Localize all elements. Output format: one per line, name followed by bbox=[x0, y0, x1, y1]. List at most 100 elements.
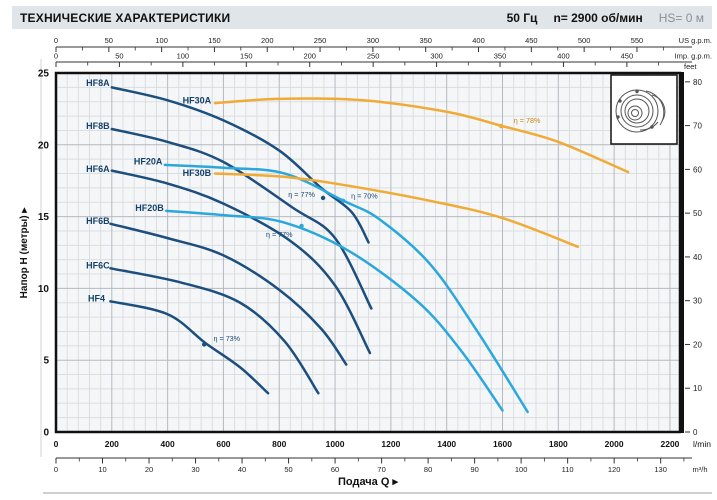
m3h-tick-label: 0 bbox=[54, 465, 58, 474]
us-gpm-tick-label: 50 bbox=[105, 36, 113, 45]
m3h-tick-label: 60 bbox=[331, 465, 339, 474]
m3h-tick-label: 40 bbox=[238, 465, 246, 474]
curve-label-HF8A: HF8A bbox=[86, 78, 110, 88]
chart-area: 0 50 100 150 200 250 300 350 400 450 500 550 US g.p.… bbox=[0, 29, 717, 500]
curve-label-HF4: HF4 bbox=[88, 293, 105, 303]
lmin-tick-label: 800 bbox=[272, 439, 286, 449]
page-title: ТЕХНИЧЕСКИЕ ХАРАКТЕРИСТИКИ bbox=[20, 10, 231, 25]
m3h-tick-label: 90 bbox=[470, 465, 478, 474]
us-gpm-tick-label: 550 bbox=[631, 36, 644, 45]
lmin-tick-label: 1000 bbox=[326, 439, 345, 449]
lmin-tick-label: 1400 bbox=[437, 439, 456, 449]
y-axis-title: Напор Н (метры) ▸ bbox=[19, 207, 30, 299]
us-gpm-tick-label: 0 bbox=[54, 36, 58, 45]
lmin-tick-label: 1600 bbox=[493, 439, 512, 449]
m3h-tick-label: 110 bbox=[562, 465, 574, 474]
imp-gpm-tick-label: 400 bbox=[557, 52, 570, 61]
feet-tick-label: 60 bbox=[693, 165, 702, 174]
curve-label-HF6A: HF6A bbox=[86, 164, 110, 174]
efficiency-label-0: η = 77% bbox=[288, 190, 315, 199]
efficiency-label-2: η = 77% bbox=[266, 230, 293, 239]
efficiency-dot-4 bbox=[498, 123, 504, 129]
meters-tick-label: 10 bbox=[38, 284, 50, 295]
imp-gpm-tick-label: 100 bbox=[177, 52, 190, 61]
us-gpm-tick-label: 150 bbox=[208, 36, 221, 45]
curve-HF30B bbox=[213, 172, 580, 249]
curve-HF8A bbox=[110, 86, 370, 244]
m3h-tick-label: 120 bbox=[608, 465, 621, 474]
meters-tick-label: 15 bbox=[38, 212, 50, 223]
m3h-tick-label: 50 bbox=[284, 465, 292, 474]
feet-tick-label: 30 bbox=[693, 297, 702, 306]
efficiency-dot-0 bbox=[320, 195, 326, 201]
us-gpm-tick-label: 350 bbox=[419, 36, 432, 45]
meters-tick-label: 25 bbox=[38, 69, 50, 80]
lmin-tick-label: 1200 bbox=[381, 439, 400, 449]
imp-gpm-tick-label: 350 bbox=[494, 52, 507, 61]
curve-label-HF20B: HF20B bbox=[135, 203, 164, 213]
imp-gpm-tick-label: 50 bbox=[115, 52, 123, 61]
meters-tick-label: 5 bbox=[43, 356, 49, 367]
imp-gpm-tick-label: 300 bbox=[430, 52, 443, 61]
lmin-tick-label: 400 bbox=[161, 439, 175, 449]
feet-tick-label: 40 bbox=[693, 253, 702, 262]
us-gpm-unit-label: US g.p.m. bbox=[679, 36, 712, 45]
curve-label-HF8B: HF8B bbox=[86, 121, 110, 131]
m3h-tick-label: 30 bbox=[191, 465, 199, 474]
m3h-tick-label: 10 bbox=[98, 465, 106, 474]
curve-label-HF6B: HF6B bbox=[86, 216, 110, 226]
lmin-tick-label: 2200 bbox=[660, 439, 679, 449]
m3h-tick-label: 70 bbox=[377, 465, 385, 474]
m3h-tick-label: 20 bbox=[145, 465, 153, 474]
m3h-unit-label: m³/h bbox=[693, 465, 708, 474]
header-specs: 50 Гц n= 2900 об/мин HS= 0 м bbox=[507, 11, 704, 25]
lmin-tick-label: 2000 bbox=[605, 439, 624, 449]
feet-unit-label: feet bbox=[684, 62, 697, 71]
curve-label-HF20A: HF20A bbox=[134, 156, 163, 166]
us-gpm-tick-label: 450 bbox=[525, 36, 538, 45]
imp-gpm-tick-label: 0 bbox=[54, 52, 58, 61]
curve-HF30A bbox=[213, 97, 630, 174]
curve-label-HF30B: HF30B bbox=[183, 168, 212, 178]
meters-tick-label: 20 bbox=[38, 140, 50, 151]
us-gpm-tick-label: 400 bbox=[472, 36, 485, 45]
feet-tick-label: 50 bbox=[693, 209, 702, 218]
m3h-tick-label: 130 bbox=[654, 465, 667, 474]
meters-tick-label: 0 bbox=[43, 428, 49, 439]
efficiency-dot-3 bbox=[201, 342, 207, 347]
lmin-tick-label: 200 bbox=[105, 439, 119, 449]
curve-HF6B bbox=[109, 222, 348, 366]
lmin-tick-label: 600 bbox=[216, 439, 230, 449]
header-bar: ТЕХНИЧЕСКИЕ ХАРАКТЕРИСТИКИ 50 Гц n= 2900… bbox=[12, 6, 712, 29]
efficiency-dot-1 bbox=[340, 198, 346, 204]
lmin-tick-label: 0 bbox=[54, 439, 59, 449]
us-gpm-tick-label: 100 bbox=[155, 36, 168, 45]
imp-gpm-tick-label: 200 bbox=[303, 52, 316, 61]
curve-label-HF6C: HF6C bbox=[86, 260, 110, 270]
pump-casing-drawing bbox=[615, 89, 666, 133]
efficiency-label-3: η = 73% bbox=[214, 334, 241, 343]
curve-HF20B bbox=[164, 209, 504, 412]
curve-label-HF30A: HF30A bbox=[183, 95, 212, 105]
m3h-tick-label: 100 bbox=[515, 465, 528, 474]
curve-HF6A bbox=[110, 169, 372, 355]
us-gpm-tick-label: 200 bbox=[261, 36, 274, 45]
plot-background bbox=[56, 73, 680, 432]
frequency-value: 50 Гц bbox=[506, 10, 538, 25]
m3h-tick-label: 80 bbox=[424, 465, 432, 474]
feet-tick-label: 0 bbox=[693, 428, 698, 437]
imp-gpm-tick-label: 150 bbox=[240, 52, 253, 61]
us-gpm-tick-label: 500 bbox=[578, 36, 591, 45]
speed-value: n= 2900 об/мин bbox=[553, 10, 643, 25]
chart-canvas: 0 50 100 150 200 250 300 350 400 450 500 550 US g.p.… bbox=[19, 36, 712, 494]
curve-HF6C bbox=[109, 267, 320, 395]
efficiency-label-1: η = 70% bbox=[351, 191, 378, 200]
us-gpm-tick-label: 250 bbox=[314, 36, 327, 45]
imp-gpm-unit-label: Imp. g.p.m. bbox=[674, 52, 712, 61]
lmin-tick-label: 1800 bbox=[549, 439, 568, 449]
us-gpm-tick-label: 300 bbox=[367, 36, 380, 45]
feet-tick-label: 20 bbox=[693, 340, 702, 349]
efficiency-label-4: η = 78% bbox=[514, 116, 541, 125]
imp-gpm-tick-label: 450 bbox=[621, 52, 634, 61]
